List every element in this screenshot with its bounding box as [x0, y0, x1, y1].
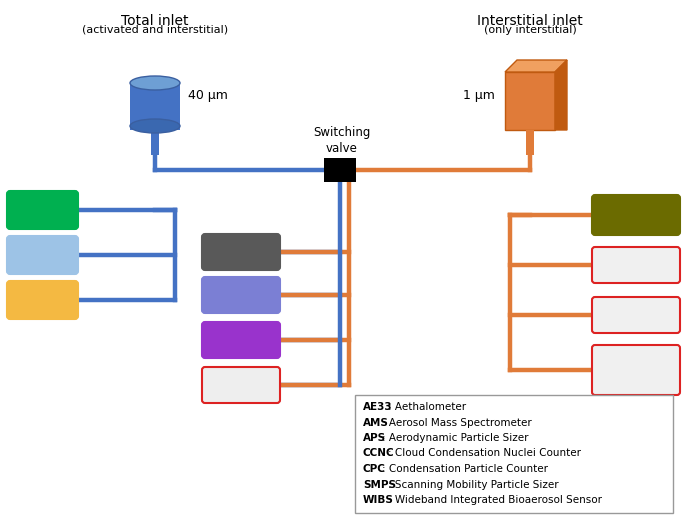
Text: APS: APS: [363, 433, 386, 443]
Text: AE33: AE33: [363, 402, 393, 412]
Text: CPC
(3776): CPC (3776): [23, 196, 62, 224]
Text: SMPS: SMPS: [363, 479, 396, 489]
FancyBboxPatch shape: [7, 236, 78, 274]
Text: Interstitial inlet: Interstitial inlet: [477, 14, 583, 28]
Text: WIBS: WIBS: [27, 249, 58, 262]
Text: CCNC: CCNC: [224, 333, 258, 346]
Text: SMPS: SMPS: [225, 379, 257, 392]
FancyBboxPatch shape: [202, 277, 280, 313]
FancyBboxPatch shape: [130, 81, 180, 130]
Text: : Condensation Particle Counter: : Condensation Particle Counter: [382, 464, 547, 474]
Text: (only interstitial): (only interstitial): [484, 25, 576, 35]
Text: : Scanning Mobility Particle Sizer: : Scanning Mobility Particle Sizer: [388, 479, 558, 489]
Text: Total inlet: Total inlet: [121, 14, 189, 28]
Ellipse shape: [130, 119, 180, 133]
Text: : Aerodynamic Particle Sizer: : Aerodynamic Particle Sizer: [382, 433, 528, 443]
Text: CPC
(3025): CPC (3025): [616, 201, 656, 229]
FancyBboxPatch shape: [202, 367, 280, 403]
Text: SO₂: SO₂: [625, 258, 647, 271]
FancyBboxPatch shape: [505, 72, 555, 130]
Polygon shape: [505, 60, 567, 72]
FancyBboxPatch shape: [592, 195, 680, 235]
Text: WIBS: WIBS: [363, 495, 394, 505]
FancyBboxPatch shape: [7, 191, 78, 229]
Text: : Cloud Condensation Nuclei Counter: : Cloud Condensation Nuclei Counter: [388, 448, 581, 459]
Text: O₃: O₃: [629, 308, 643, 321]
Text: CPC: CPC: [363, 464, 386, 474]
Text: : Aerosol Mass Spectrometer: : Aerosol Mass Spectrometer: [382, 418, 532, 427]
FancyBboxPatch shape: [202, 322, 280, 358]
FancyBboxPatch shape: [324, 158, 356, 182]
FancyBboxPatch shape: [7, 281, 78, 319]
Text: CO₂, CO,
CH₄, H₂O: CO₂, CO, CH₄, H₂O: [610, 356, 662, 384]
FancyBboxPatch shape: [592, 345, 680, 395]
Text: : Aethalometer: : Aethalometer: [388, 402, 466, 412]
FancyBboxPatch shape: [592, 297, 680, 333]
Text: : Wideband Integrated Bioaerosol Sensor: : Wideband Integrated Bioaerosol Sensor: [388, 495, 602, 505]
Text: APS: APS: [32, 293, 53, 306]
FancyBboxPatch shape: [202, 234, 280, 270]
FancyBboxPatch shape: [355, 395, 673, 513]
FancyBboxPatch shape: [526, 130, 534, 155]
Text: AMS: AMS: [228, 289, 253, 302]
Text: AMS: AMS: [363, 418, 389, 427]
FancyBboxPatch shape: [592, 247, 680, 283]
Text: 40 μm: 40 μm: [188, 88, 228, 101]
Ellipse shape: [130, 76, 180, 90]
FancyBboxPatch shape: [151, 130, 159, 155]
Text: (activated and interstitial): (activated and interstitial): [82, 25, 228, 35]
Text: CCNC: CCNC: [363, 448, 395, 459]
Text: 1 μm: 1 μm: [463, 88, 495, 101]
Text: AE33: AE33: [226, 245, 256, 258]
Polygon shape: [555, 60, 567, 130]
Text: Switching
valve: Switching valve: [313, 126, 371, 155]
